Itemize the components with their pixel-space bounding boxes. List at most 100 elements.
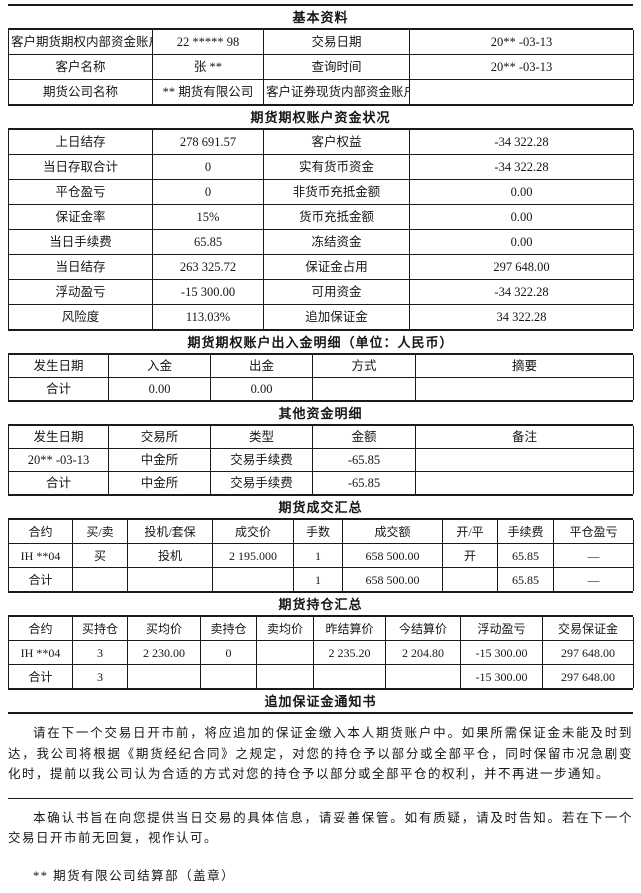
table-cell [72, 567, 128, 591]
header-cell: 合约 [8, 520, 73, 544]
table-cell: -65.85 [312, 448, 416, 472]
header-cell: 交易保证金 [542, 617, 634, 641]
table-cell: 34 322.28 [409, 304, 634, 329]
table-header-row: 发生日期 交易所 类型 金额 备注 [8, 426, 634, 449]
table-cell: 追加保证金 [263, 304, 410, 329]
table-row: 合计 0.00 0.00 [8, 377, 634, 400]
header-cell: 昨结算价 [313, 617, 386, 641]
table-cell: 297 648.00 [542, 640, 634, 665]
table-cell: 20** -03-13 [8, 448, 109, 472]
table-cell: 风险度 [8, 304, 153, 329]
table-cell [313, 664, 386, 688]
header-cell: 交易所 [108, 426, 211, 449]
table-row: 20** -03-13 中金所 交易手续费 -65.85 [8, 448, 634, 472]
table-cell: -34 322.28 [409, 279, 634, 305]
table-row: 当日手续费 65.85 冻结资金 0.00 [8, 229, 634, 255]
table-row: 客户名称 张 ** 查询时间 20** -03-13 [8, 54, 634, 80]
table-cell: 交易日期 [263, 30, 410, 55]
header-cell: 买/卖 [72, 520, 128, 544]
header-cell: 出金 [210, 355, 313, 378]
table-cell: 0.00 [409, 179, 634, 205]
table-cell: 客户证券现货内部资金账户 [263, 79, 410, 104]
table-cell: 3 [72, 664, 128, 688]
header-cell: 发生日期 [8, 426, 109, 449]
table-cell: 非货币充抵金额 [263, 179, 410, 205]
header-cell: 买均价 [127, 617, 201, 641]
table-cell: 2 235.20 [313, 640, 386, 665]
funds-status-table: 上日结存 278 691.57 客户权益 -34 322.28 当日存取合计 0… [8, 130, 634, 329]
table-row: IH **04 3 2 230.00 0 2 235.20 2 204.80 -… [8, 640, 634, 665]
table-cell: 3 [72, 640, 128, 665]
table-cell: 658 500.00 [342, 543, 443, 568]
table-row: 当日存取合计 0 实有货币资金 -34 322.28 [8, 154, 634, 180]
table-cell: 投机 [127, 543, 213, 568]
table-cell: 合计 [8, 567, 73, 591]
header-cell: 发生日期 [8, 355, 109, 378]
table-cell: 张 ** [152, 54, 264, 80]
table-cell: 0.00 [409, 229, 634, 255]
table-cell: 65.85 [152, 229, 264, 255]
table-row: 合计 1 658 500.00 65.85 — [8, 567, 634, 591]
table-cell: 297 648.00 [542, 664, 634, 688]
table-row: 客户期货期权内部资金账户 22 ***** 98 交易日期 20** -03-1… [8, 30, 634, 55]
header-cell: 今结算价 [385, 617, 461, 641]
table-row: 当日结存 263 325.72 保证金占用 297 648.00 [8, 254, 634, 280]
basic-info-table: 客户期货期权内部资金账户 22 ***** 98 交易日期 20** -03-1… [8, 30, 634, 104]
table-cell: 1 [293, 567, 343, 591]
table-row: 浮动盈亏 -15 300.00 可用资金 -34 322.28 [8, 279, 634, 305]
table-cell: -15 300.00 [460, 664, 543, 688]
header-cell: 平仓盈亏 [553, 520, 634, 544]
table-cell: 交易手续费 [210, 471, 313, 494]
table-cell [415, 377, 634, 400]
table-row: 上日结存 278 691.57 客户权益 -34 322.28 [8, 130, 634, 155]
table-cell: 0.00 [108, 377, 211, 400]
header-cell: 浮动盈亏 [460, 617, 543, 641]
header-cell: 手数 [293, 520, 343, 544]
table-cell: 客户期货期权内部资金账户 [8, 30, 153, 55]
header-cell: 类型 [210, 426, 313, 449]
header-cell: 合约 [8, 617, 73, 641]
position-summary-table: 合约 买持仓 买均价 卖持仓 卖均价 昨结算价 今结算价 浮动盈亏 交易保证金 … [8, 617, 634, 688]
table-cell [385, 664, 461, 688]
header-cell: 买持仓 [72, 617, 128, 641]
section-title-margin-call: 追加保证金通知书 [8, 688, 633, 714]
table-cell: 0.00 [210, 377, 313, 400]
header-cell: 入金 [108, 355, 211, 378]
table-cell: 冻结资金 [263, 229, 410, 255]
table-cell: 15% [152, 204, 264, 230]
table-cell: 开 [442, 543, 498, 568]
table-cell: 658 500.00 [342, 567, 443, 591]
table-cell: 22 ***** 98 [152, 30, 264, 55]
table-cell: 买 [72, 543, 128, 568]
table-cell: — [553, 567, 634, 591]
table-cell: 可用资金 [263, 279, 410, 305]
table-cell: 0 [200, 640, 257, 665]
table-row: 风险度 113.03% 追加保证金 34 322.28 [8, 304, 634, 329]
section-title-other-funds: 其他资金明细 [8, 400, 633, 426]
header-cell: 卖持仓 [200, 617, 257, 641]
trade-summary-table: 合约 买/卖 投机/套保 成交价 手数 成交额 开/平 手续费 平仓盈亏 IH … [8, 520, 634, 591]
table-cell: 0 [152, 154, 264, 180]
table-cell [442, 567, 498, 591]
table-cell: 1 [293, 543, 343, 568]
table-row: 合计 中金所 交易手续费 -65.85 [8, 471, 634, 494]
table-cell: 2 204.80 [385, 640, 461, 665]
header-cell: 投机/套保 [127, 520, 213, 544]
table-cell: -34 322.28 [409, 154, 634, 180]
section-title-trade-summary: 期货成交汇总 [8, 494, 633, 520]
table-cell: 合计 [8, 664, 73, 688]
table-cell: 客户权益 [263, 130, 410, 155]
header-cell: 摘要 [415, 355, 634, 378]
table-cell: 2 230.00 [127, 640, 201, 665]
table-cell: 当日存取合计 [8, 154, 153, 180]
table-cell: 263 325.72 [152, 254, 264, 280]
table-cell: 期货公司名称 [8, 79, 153, 104]
table-cell: -15 300.00 [460, 640, 543, 665]
table-cell: -65.85 [312, 471, 416, 494]
section-title-funds-status: 期货期权账户资金状况 [8, 104, 633, 130]
table-cell: 20** -03-13 [409, 54, 634, 80]
table-cell: -15 300.00 [152, 279, 264, 305]
section-title-basic-info: 基本资料 [8, 4, 633, 30]
table-cell: 65.85 [497, 567, 554, 591]
table-row: 期货公司名称 ** 期货有限公司 客户证券现货内部资金账户 [8, 79, 634, 104]
